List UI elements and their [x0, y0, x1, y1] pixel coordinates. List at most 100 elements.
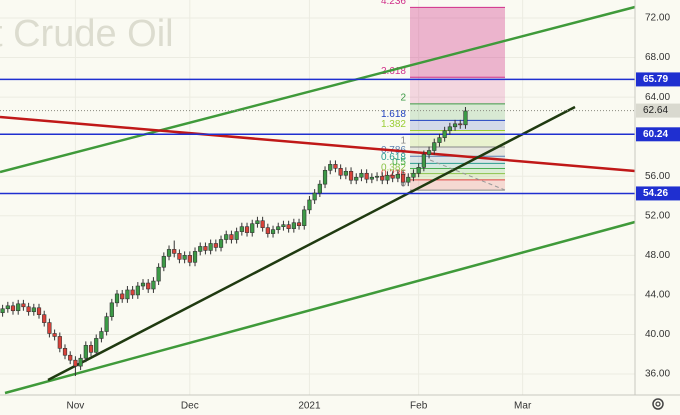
candle-body: [208, 243, 213, 251]
candle-body: [172, 249, 177, 254]
candle-body: [21, 303, 26, 308]
candle-body: [16, 303, 21, 312]
candle-body: [421, 154, 426, 168]
levels: [0, 78, 635, 195]
candle-body: [83, 345, 88, 359]
candle-body: [161, 256, 166, 268]
candle-body: [57, 336, 62, 349]
candle-body: [317, 183, 322, 194]
y-tick-label: 64.00: [645, 92, 670, 103]
fib-band: [410, 103, 505, 121]
y-tick-label: 72.00: [645, 13, 670, 24]
price-tag: [636, 127, 680, 142]
y-tick-label: 56.00: [645, 171, 670, 182]
fib-label: 4.236: [381, 0, 406, 7]
price-tag: [636, 72, 680, 87]
candle-body: [296, 222, 302, 226]
fib-band: [410, 146, 505, 157]
candle-body: [406, 176, 411, 183]
candle-body: [333, 164, 338, 169]
candle-body: [47, 322, 52, 334]
candle-body: [390, 174, 395, 179]
candle-body: [385, 174, 390, 181]
candle-body: [88, 345, 94, 353]
candle-body: [213, 243, 218, 248]
candle-body: [411, 172, 416, 178]
candle-body: [120, 293, 125, 300]
candle-body: [463, 110, 468, 126]
candle-body: [192, 251, 198, 263]
candle-body: [364, 172, 369, 180]
price-tag-label: 60.24: [643, 129, 668, 140]
candle-body: [130, 289, 135, 296]
candle-body: [359, 172, 364, 178]
fib-label: 1.618: [381, 109, 406, 120]
fib-label: 0.382: [381, 162, 406, 173]
candle-body: [322, 170, 328, 185]
candle-body: [42, 314, 47, 323]
candle-body: [374, 175, 380, 178]
x-tick-label: Nov: [67, 401, 85, 412]
candle-body: [146, 282, 151, 290]
candle-body: [348, 170, 354, 181]
x-tick-label: Dec: [181, 401, 199, 412]
candle-body: [177, 253, 182, 260]
candle-body: [234, 231, 239, 240]
trend-line: [0, 5, 636, 174]
candle-body: [343, 170, 348, 176]
x-tick-label: Mar: [514, 401, 532, 412]
candle-body: [0, 308, 5, 314]
fib-band: [410, 120, 505, 131]
fib-label: 1.382: [381, 119, 406, 130]
y-tick-label: 40.00: [645, 329, 670, 340]
gear-center[interactable]: [655, 401, 661, 407]
candle-body: [52, 333, 57, 337]
axes: 36.00 40.00 44.00 48.00 52.00 56.00 64.00 68.00…: [67, 13, 680, 412]
candle-body: [452, 123, 458, 128]
candle-body: [354, 176, 359, 181]
fib-band: [410, 77, 505, 104]
trend-line: [47, 105, 576, 382]
candle-body: [151, 280, 156, 290]
last-price-tag: [636, 103, 680, 118]
candle-body: [10, 305, 16, 312]
candle-body: [203, 246, 208, 251]
candle-body: [328, 164, 333, 171]
candle-body: [255, 220, 260, 225]
fib-band: [410, 156, 505, 164]
candle-body: [250, 223, 255, 233]
candles: [0, 107, 468, 377]
fib-band: [410, 179, 505, 191]
candle-body: [109, 302, 114, 317]
candle-body: [182, 255, 187, 260]
gear[interactable]: [652, 398, 664, 410]
last-price-label: 62.64: [643, 105, 668, 116]
candle-body: [31, 307, 36, 313]
candle-body: [78, 357, 83, 367]
trend-line: [0, 115, 636, 173]
candle-body: [437, 137, 442, 143]
fib-label: 0.5: [392, 157, 406, 168]
y-tick-label: 52.00: [645, 210, 670, 221]
settings-icon[interactable]: [652, 398, 664, 410]
candle-body: [395, 173, 400, 179]
candle-body: [307, 199, 312, 211]
candle-body: [426, 150, 432, 155]
candle-body: [94, 338, 99, 353]
candle-body: [156, 266, 161, 282]
trend-line: [4, 220, 636, 395]
candle-body: [276, 226, 281, 230]
candle-body: [244, 226, 250, 233]
candle-body: [73, 359, 78, 367]
candle-body: [125, 289, 130, 300]
candle-body: [26, 306, 31, 313]
price-tag-label: 54.26: [643, 188, 668, 199]
fib-band: [410, 130, 505, 147]
grid: [0, 0, 635, 395]
candle-body: [338, 168, 343, 176]
fib-label: 0.236: [381, 169, 406, 180]
y-tick-label: 44.00: [645, 290, 670, 301]
candle-body: [166, 249, 172, 257]
fib-band: [410, 7, 505, 78]
candle-body: [239, 226, 244, 232]
